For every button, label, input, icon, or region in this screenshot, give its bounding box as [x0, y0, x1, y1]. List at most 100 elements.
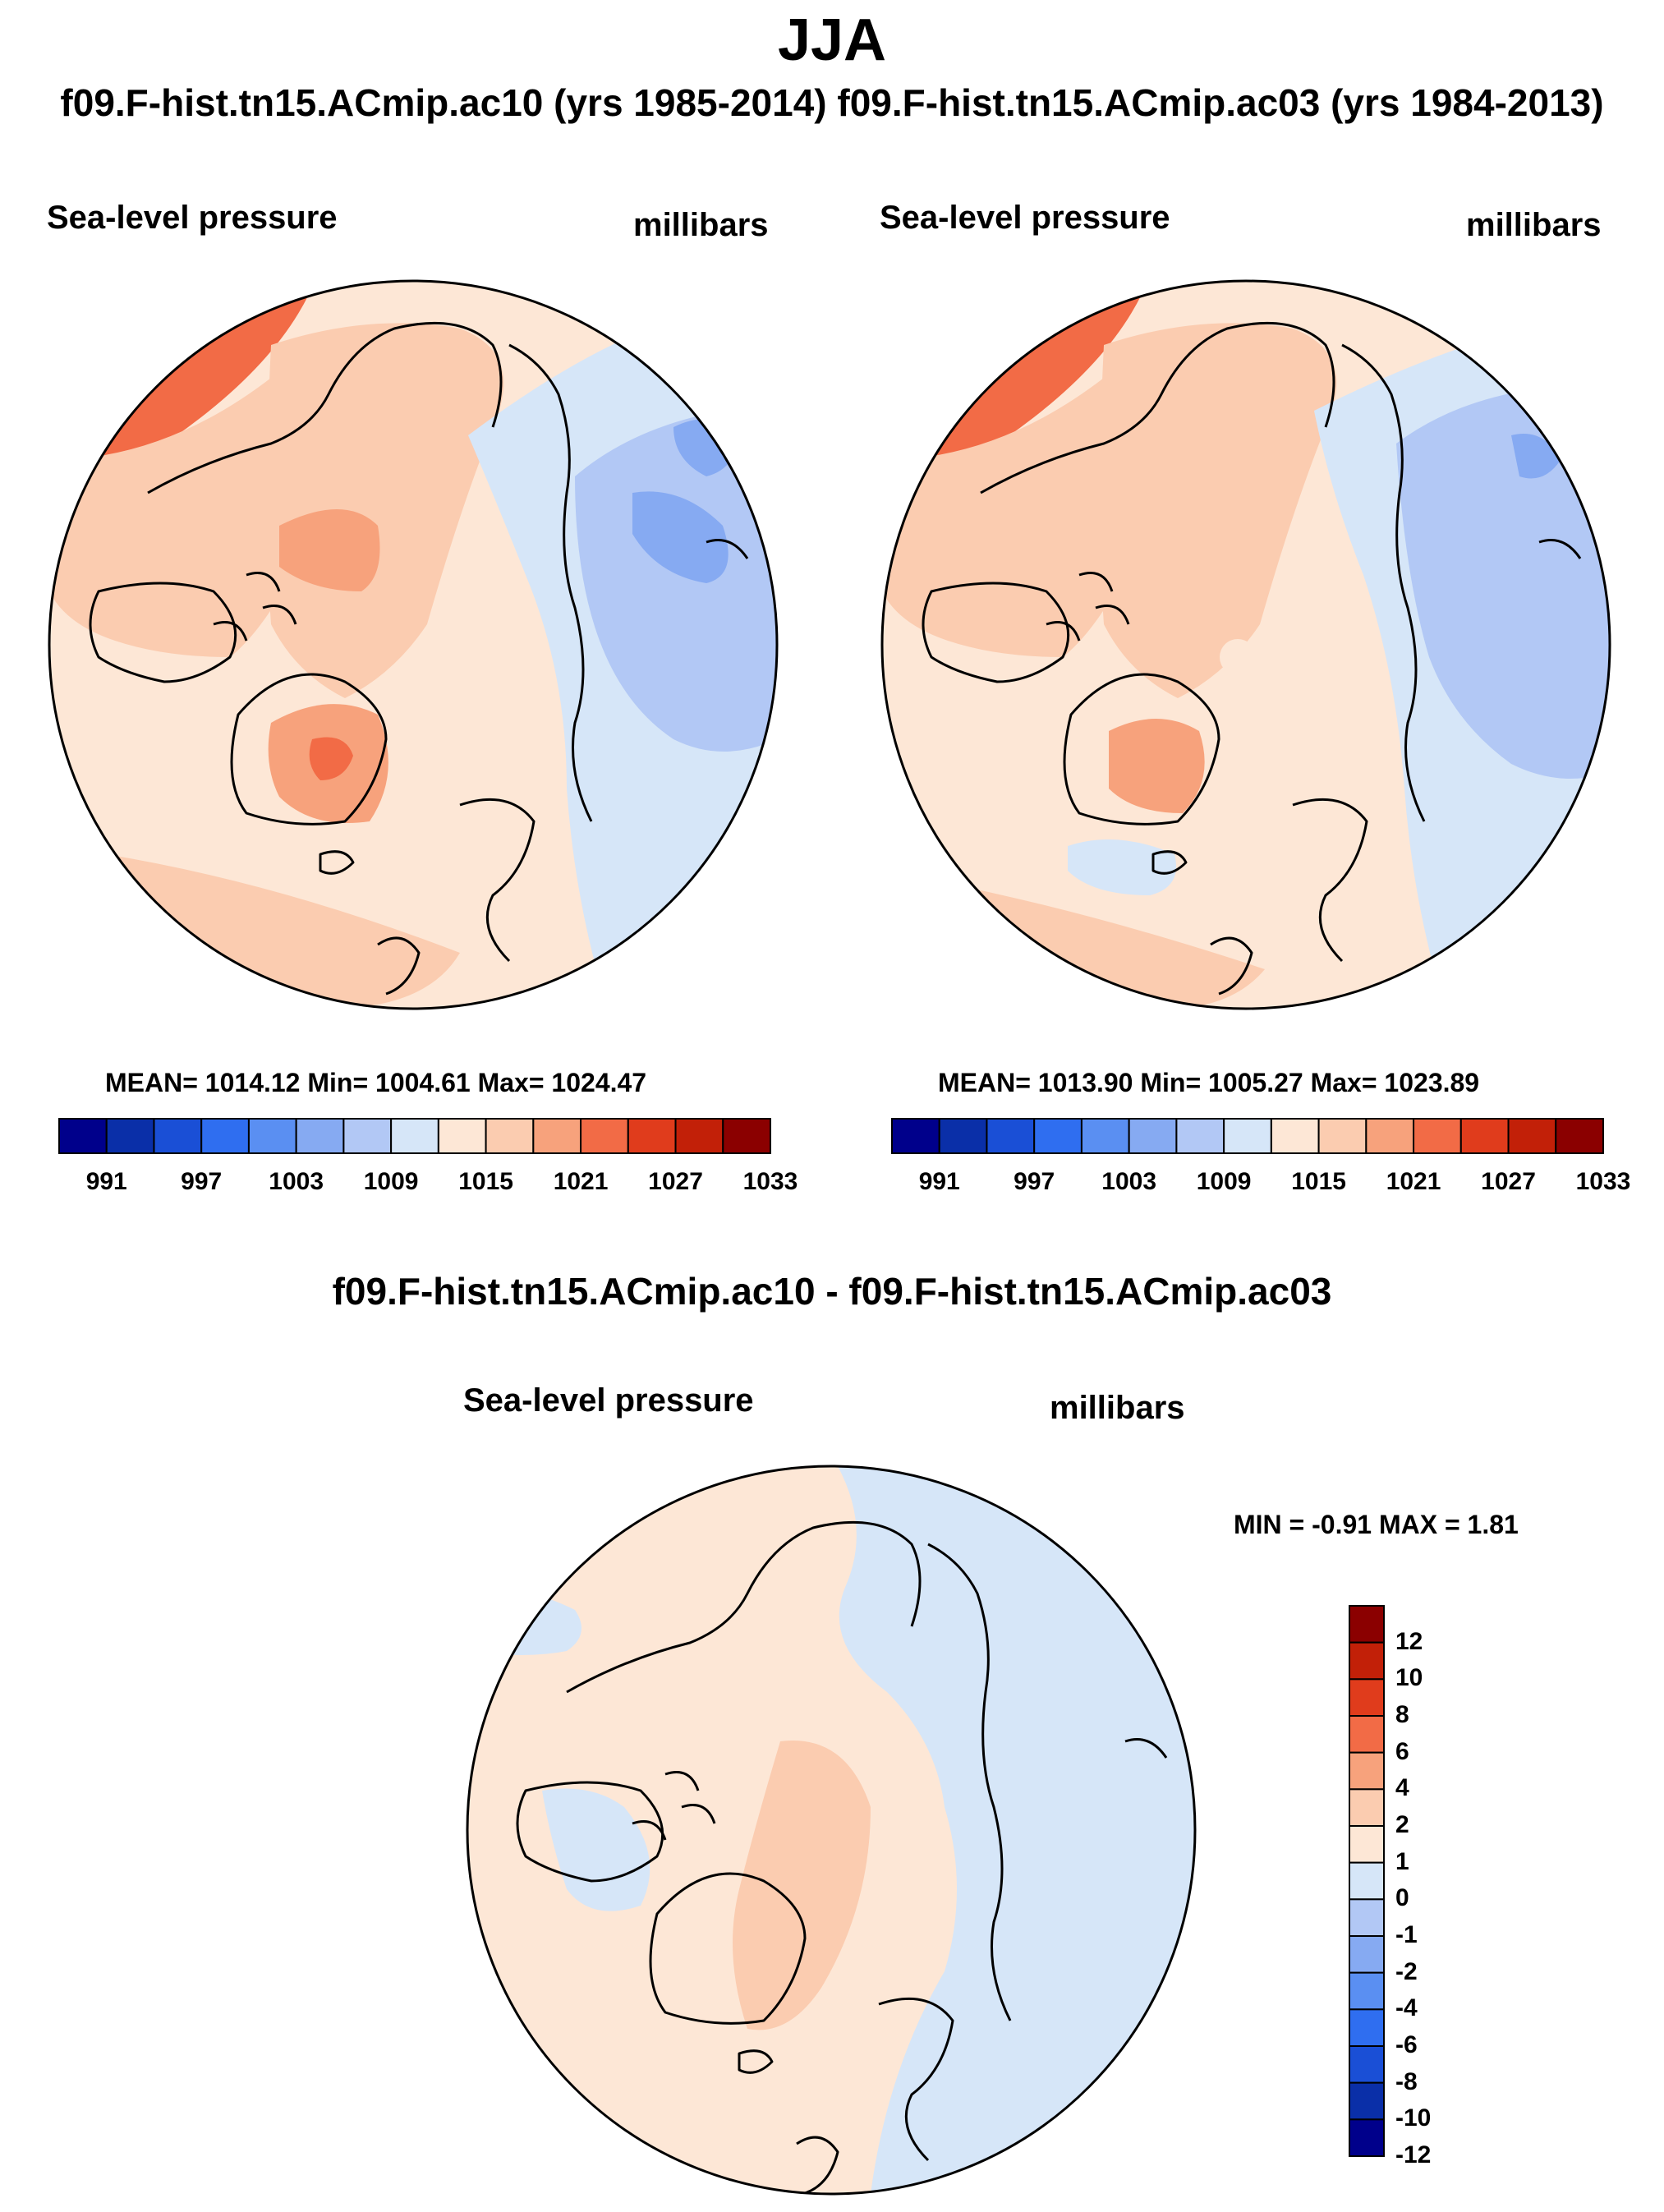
colorbar-swatch — [1349, 2081, 1385, 2121]
colorbar-swatch — [1349, 1861, 1385, 1901]
map-panel-ac10 — [48, 279, 779, 1010]
colorbar-tick-label: 1027 — [1481, 1168, 1536, 1195]
colorbar-swatch — [1349, 1641, 1385, 1681]
map-boundary — [880, 279, 1611, 1010]
colorbar-swatch — [437, 1118, 487, 1154]
colorbar-tick-label: 0 — [1395, 1884, 1409, 1912]
colorbar-tick-label: 2 — [1395, 1811, 1409, 1838]
colorbar-swatch — [532, 1118, 582, 1154]
map-boundary — [48, 279, 779, 1010]
panel1-variable-label: Sea-level pressure — [47, 200, 338, 236]
colorbar-tick-label: -8 — [1395, 2067, 1418, 2095]
colorbar-tick-label: 991 — [85, 1168, 127, 1195]
colorbar-tick-label: -2 — [1395, 1957, 1418, 1985]
colorbar-tick-label: 1009 — [1196, 1168, 1252, 1195]
field-pole-min — [1220, 639, 1256, 675]
colorbar-swatch — [342, 1118, 393, 1154]
colorbar-tick-label: -6 — [1395, 2031, 1418, 2058]
colorbar-swatch — [1459, 1118, 1510, 1154]
field-asian-low — [1396, 386, 1610, 779]
colorbar-swatch — [1349, 1605, 1385, 1644]
colorbar-swatch — [1349, 2045, 1385, 2084]
colorbar-tick-label: 1003 — [1101, 1168, 1157, 1195]
colorbar-tick-label: 10 — [1395, 1664, 1423, 1692]
field-positive-greenland — [747, 1906, 780, 1947]
field-beaufort-high — [279, 509, 380, 591]
colorbar-swatch — [105, 1118, 155, 1154]
map-panel-ac03 — [880, 279, 1611, 1010]
colorbar-swatch — [1507, 1118, 1557, 1154]
colorbar-tick-label: 1015 — [458, 1168, 513, 1195]
field-iceland-low — [1068, 839, 1176, 895]
colorbar-tick-label: 997 — [181, 1168, 223, 1195]
colorbar-tick-label: -10 — [1395, 2104, 1432, 2132]
field-positive-arctic — [733, 1741, 871, 2030]
field-asian-low-core — [1511, 434, 1561, 479]
colorbar-tick-label: 1033 — [742, 1168, 798, 1195]
coastlines — [516, 1520, 1168, 2194]
colorbar-swatch — [580, 1118, 629, 1154]
colorbar-swatch — [200, 1118, 250, 1154]
colorbar-swatch — [390, 1118, 439, 1154]
field-asian-low-core — [632, 491, 729, 583]
colorbar-swatch — [1413, 1118, 1462, 1154]
colorbar-swatch — [1349, 1678, 1385, 1718]
colorbar-swatch — [485, 1118, 535, 1154]
colorbar-swatch — [1349, 1751, 1385, 1791]
colorbar-tick-label: 1003 — [269, 1168, 324, 1195]
colorbar-tick-label: 1027 — [648, 1168, 703, 1195]
coastlines — [89, 321, 749, 996]
colorbar-swatch — [1175, 1118, 1225, 1154]
colorbar-swatch — [247, 1118, 297, 1154]
colorbar-swatch — [627, 1118, 677, 1154]
map-boundary — [466, 1465, 1197, 2196]
colorbar-swatch — [1128, 1118, 1178, 1154]
colorbar-tick-label: 12 — [1395, 1627, 1423, 1655]
field-greenland-high — [1109, 719, 1205, 813]
colorbar-swatch — [1349, 1898, 1385, 1937]
colorbar-tick-label: 1021 — [553, 1168, 609, 1195]
colorbar-tick-label: -4 — [1395, 1994, 1418, 2022]
colorbar-swatch — [1349, 2118, 1385, 2157]
colorbar-swatch — [986, 1118, 1036, 1154]
colorbar-swatch — [58, 1118, 108, 1154]
field-arctic-high — [1100, 323, 1337, 698]
colorbar-tick-label: 1009 — [363, 1168, 419, 1195]
difference-title: f09.F-hist.tn15.ACmip.ac10 - f09.F-hist.… — [332, 1270, 1332, 1313]
panel2-stats: MEAN= 1013.90 Min= 1005.27 Max= 1023.89 — [938, 1068, 1480, 1097]
colorbar-tick-label: 1015 — [1291, 1168, 1346, 1195]
colorbar-tick-label: 997 — [1014, 1168, 1055, 1195]
panel2-units-label: millibars — [1466, 207, 1602, 243]
colorbar-difference — [1349, 1605, 1385, 2157]
colorbar-swatch — [1349, 1715, 1385, 1754]
map-panel-difference — [466, 1465, 1197, 2196]
panel1-units-label: millibars — [633, 207, 769, 243]
panel2-variable-label: Sea-level pressure — [880, 200, 1170, 236]
colorbar-swatch — [1223, 1118, 1272, 1154]
colorbar-tick-label: 4 — [1395, 1774, 1409, 1802]
colorbar-swatch — [1080, 1118, 1130, 1154]
colorbar-swatch — [891, 1118, 940, 1154]
colorbar-tick-label: 1021 — [1386, 1168, 1441, 1195]
colorbar-swatch — [1349, 1788, 1385, 1827]
colorbar-swatch — [1270, 1118, 1320, 1154]
field-greenland-core — [309, 737, 353, 780]
figure-subtitle: f09.F-hist.tn15.ACmip.ac10 (yrs 1985-201… — [60, 81, 1604, 124]
colorbar-ac10 — [58, 1118, 771, 1154]
colorbar-ac03 — [891, 1118, 1605, 1154]
panel1-stats: MEAN= 1014.12 Min= 1004.61 Max= 1024.47 — [105, 1068, 647, 1097]
colorbar-swatch — [938, 1118, 988, 1154]
coastlines — [922, 321, 1582, 996]
diff-stats: MIN = -0.91 MAX = 1.81 — [1234, 1510, 1519, 1539]
diff-units-label: millibars — [1050, 1390, 1185, 1426]
colorbar-tick-label: 8 — [1395, 1701, 1409, 1728]
field-negative-archipelago — [542, 1788, 650, 1911]
colorbar-swatch — [1349, 2008, 1385, 2047]
colorbar-tick-label: -12 — [1395, 2141, 1432, 2168]
colorbar-swatch — [674, 1118, 724, 1154]
colorbar-tick-label: 6 — [1395, 1737, 1409, 1765]
colorbar-swatch — [295, 1118, 345, 1154]
colorbar-swatch — [1365, 1118, 1415, 1154]
colorbar-tick-label: 1 — [1395, 1847, 1409, 1875]
colorbar-swatch — [1555, 1118, 1605, 1154]
